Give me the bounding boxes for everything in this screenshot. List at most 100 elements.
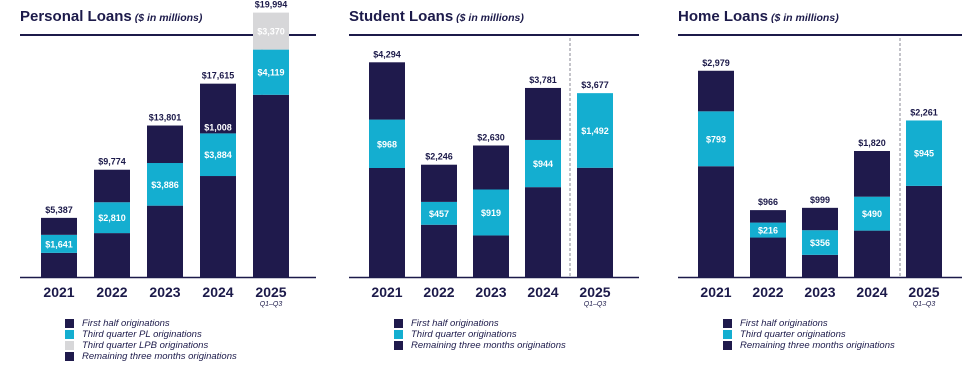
category-label: 2024	[856, 284, 887, 300]
category-label: 2021	[700, 284, 731, 300]
legend-item: First half originations	[723, 318, 895, 329]
student-loans-chart: $968 $4,294 2021 $457 $2,246 2022 $919 $2,630 20…	[349, 38, 639, 308]
bar-segment	[253, 94, 289, 278]
total-label: $13,801	[149, 113, 182, 123]
chart-title: Student Loans ($ in millions)	[349, 8, 524, 26]
bar-segment	[41, 217, 77, 235]
legend-item: First half originations	[394, 318, 566, 329]
bar-segment	[750, 210, 786, 223]
legend-swatch	[65, 352, 74, 361]
bar-segment	[854, 151, 890, 197]
bar-segment	[698, 111, 734, 167]
bar-segment	[94, 202, 130, 234]
data-label: $3,370	[257, 27, 285, 37]
category-label: 2022	[752, 284, 783, 300]
student-loans-panel: Student Loans ($ in millions) $968 $4,294 2…	[349, 0, 649, 371]
category-label: 2024	[527, 284, 558, 300]
category-label: 2023	[149, 284, 180, 300]
bar-segment	[473, 145, 509, 190]
bar-segment	[369, 168, 405, 277]
data-label: $968	[377, 139, 397, 149]
title-rule	[678, 34, 962, 36]
legend-label: Third quarter PL originations	[82, 329, 202, 340]
bar-segment	[41, 252, 77, 277]
bar-segment	[577, 93, 613, 168]
chart-title: Personal Loans ($ in millions)	[20, 8, 202, 26]
total-label: $1,820	[858, 138, 886, 148]
chart-title-subtitle: ($ in millions)	[771, 12, 839, 24]
legend-item: Third quarter PL originations	[65, 329, 237, 340]
total-label: $5,387	[45, 205, 73, 215]
personal-loans-panel: Personal Loans ($ in millions) $1,641 $5,3…	[20, 0, 320, 371]
total-label: $2,261	[910, 107, 938, 117]
data-label: $457	[429, 209, 449, 219]
legend-swatch	[65, 341, 74, 350]
bar-segment	[94, 233, 130, 277]
category-label: 2025	[255, 284, 286, 300]
legend-item: Third quarter originations	[394, 329, 566, 340]
category-sublabel: Q1–Q3	[260, 301, 283, 308]
data-label: $3,886	[151, 180, 179, 190]
legend-swatch	[394, 319, 403, 328]
bar-segment	[698, 70, 734, 112]
bar-segment	[147, 205, 183, 277]
legend-item: Remaining three months originations	[65, 351, 237, 362]
chart-title-subtitle: ($ in millions)	[456, 12, 524, 24]
bar-segment	[421, 201, 457, 225]
bar-segment	[473, 189, 509, 236]
legend-label: Remaining three months originations	[411, 340, 566, 351]
category-label: 2023	[804, 284, 835, 300]
bar-segment	[421, 224, 457, 277]
bar-segment	[94, 169, 130, 203]
legend-label: First half originations	[82, 318, 170, 329]
data-label: $944	[533, 159, 553, 169]
legend-label: First half originations	[411, 318, 499, 329]
category-label: 2021	[371, 284, 402, 300]
bar-segment	[750, 222, 786, 238]
legend-label: Remaining three months originations	[740, 340, 895, 351]
bar-segment	[906, 185, 942, 277]
bar-segment	[253, 49, 289, 95]
total-label: $2,630	[477, 133, 505, 143]
total-label: $17,615	[202, 71, 235, 81]
bar-segment	[421, 164, 457, 202]
chart-title-main: Personal Loans	[20, 8, 132, 25]
data-label: $4,119	[257, 68, 284, 78]
chart-title-main: Student Loans	[349, 8, 454, 25]
bar-segment	[253, 12, 289, 50]
chart-title-subtitle: ($ in millions)	[134, 12, 203, 24]
bar-segment	[577, 167, 613, 277]
data-label: $2,810	[98, 213, 126, 223]
data-label: $216	[758, 226, 778, 236]
bar-segment	[147, 163, 183, 206]
category-label: 2022	[96, 284, 127, 300]
category-label: 2022	[423, 284, 454, 300]
legend-swatch	[65, 319, 74, 328]
legend-swatch	[65, 330, 74, 339]
data-label: $490	[862, 209, 882, 219]
legend-item: Remaining three months originations	[394, 340, 566, 351]
bar-segment	[369, 119, 405, 168]
total-label: $4,294	[373, 49, 401, 59]
bar-segment	[525, 139, 561, 188]
bar-segment	[854, 196, 890, 231]
legend-swatch	[723, 330, 732, 339]
category-label: 2024	[202, 284, 233, 300]
bar-segment	[906, 120, 942, 186]
home-loans-panel: Home Loans ($ in millions) $793 $2,979 2021…	[678, 0, 968, 371]
legend-label: Third quarter LPB originations	[82, 340, 209, 351]
chart-title-main: Home Loans	[678, 8, 769, 25]
legend-label: Third quarter originations	[740, 329, 846, 340]
legend-swatch	[723, 341, 732, 350]
data-label: $1,492	[581, 126, 609, 136]
legend: First half originations Third quarter or…	[723, 318, 895, 351]
total-label: $2,246	[425, 152, 453, 162]
bar-segment	[200, 133, 236, 177]
bar-segment	[698, 166, 734, 277]
bar-segment	[525, 87, 561, 140]
legend: First half originations Third quarter or…	[394, 318, 566, 351]
total-label: $2,979	[702, 58, 730, 68]
bar-segment	[200, 83, 236, 134]
inline-data-label: $1,008	[204, 122, 232, 132]
home-loans-chart: $793 $2,979 2021 $216 $966 2022 $356 $999 2023 $4…	[678, 38, 962, 308]
